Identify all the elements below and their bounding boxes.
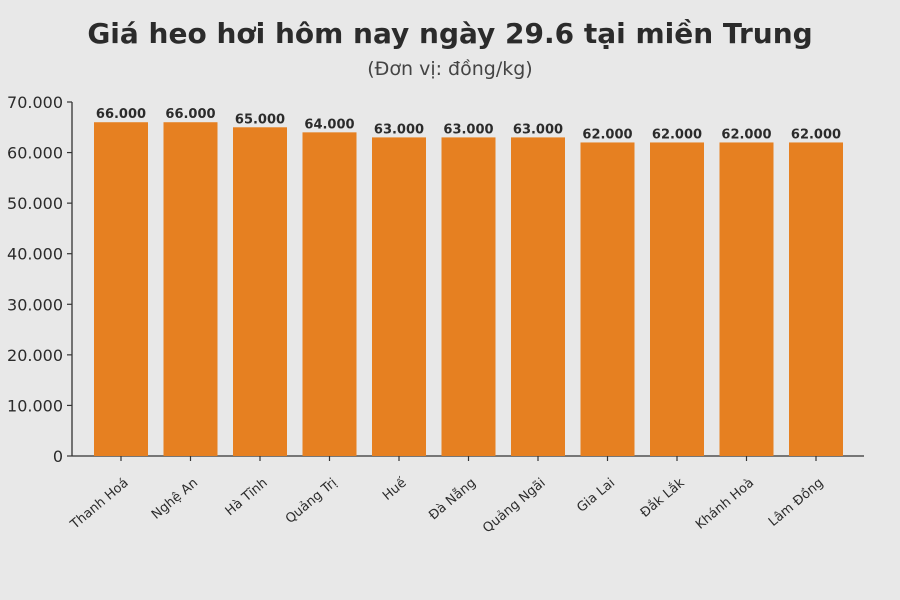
bar-value-label: 63.000 [513,122,563,137]
y-tick-label: 60.000 [7,144,63,163]
y-tick-label: 70.000 [7,93,63,112]
bar-value-label: 62.000 [791,127,841,142]
bar [580,142,635,456]
bar-value-label: 66.000 [165,107,215,122]
bar [511,137,565,456]
bar [719,142,774,456]
bar [650,142,704,456]
bar-value-label: 63.000 [443,122,493,137]
bar [372,137,426,456]
y-tick-label: 0 [53,447,63,466]
y-tick-label: 30.000 [7,295,63,314]
bar [163,122,218,456]
x-tick-label: Quảng Trị [283,476,340,527]
x-tick-label: Huế [380,476,410,504]
x-tick-label: Lâm Đồng [766,476,827,530]
x-tick-label: Nghệ An [149,476,201,523]
chart-title: Giá heo hơi hôm nay ngày 29.6 tại miền T… [87,17,813,50]
bar [441,137,496,456]
x-tick-label: Quảng Ngãi [480,476,548,537]
chart-subtitle: (Đơn vị: đồng/kg) [367,58,533,80]
y-tick-label: 40.000 [7,245,63,264]
x-tick-label: Thanh Hoá [67,476,131,533]
x-tick-label: Khánh Hoà [693,476,757,533]
bar-value-label: 65.000 [235,112,285,127]
x-tick-label: Hà Tĩnh [223,476,271,520]
bar-value-label: 62.000 [721,127,771,142]
x-tick-label: Gia Lai [574,476,618,516]
bar [233,127,287,457]
bar-value-label: 62.000 [582,127,632,142]
bar-value-label: 64.000 [304,117,354,132]
bar-value-label: 66.000 [96,107,146,122]
y-tick-label: 10.000 [7,396,63,415]
x-tick-label: Đà Nẵng [426,476,479,524]
bar [94,122,148,456]
bar-value-label: 62.000 [652,127,702,142]
y-tick-label: 20.000 [7,346,63,365]
y-tick-label: 50.000 [7,194,63,213]
bar-value-label: 63.000 [374,122,424,137]
bar [789,142,843,456]
x-tick-label: Đắk Lắk [638,475,688,521]
bar [302,132,357,457]
